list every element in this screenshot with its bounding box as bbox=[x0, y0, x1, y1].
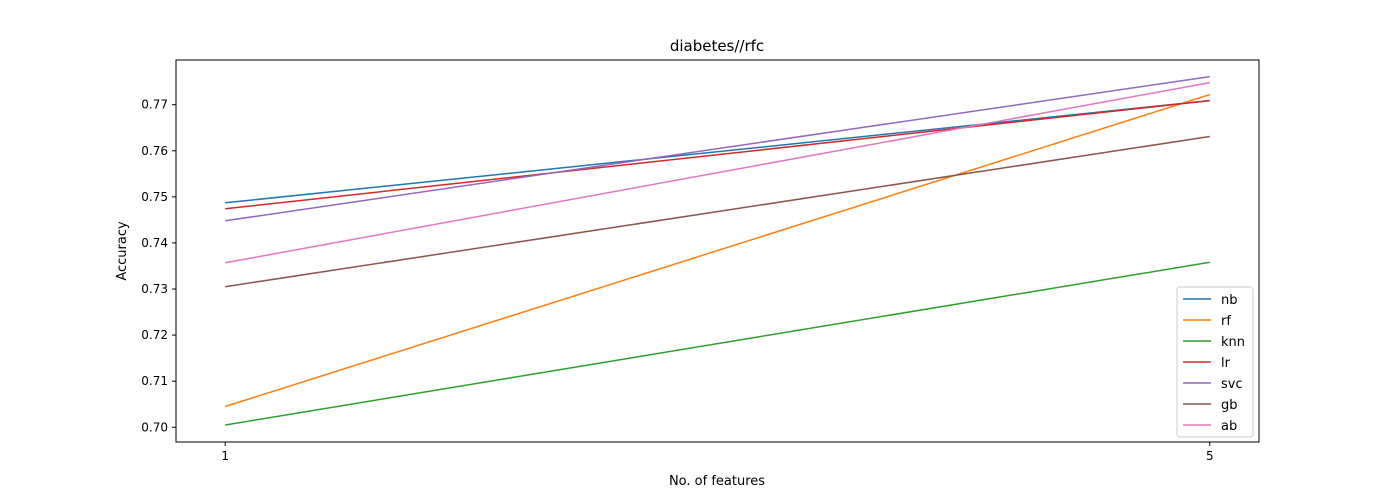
legend-label-gb: gb bbox=[1221, 398, 1238, 413]
y-tick-label: 0.70 bbox=[141, 420, 168, 434]
legend-label-knn: knn bbox=[1221, 335, 1245, 350]
y-tick-label: 0.73 bbox=[141, 282, 168, 296]
series-line-svc bbox=[225, 75, 1210, 222]
legend-label-lr: lr bbox=[1221, 356, 1231, 371]
plot-lines bbox=[224, 75, 1211, 426]
series-line-lr bbox=[225, 99, 1210, 210]
series-line-nb bbox=[225, 99, 1210, 204]
x-axis-label: No. of features bbox=[669, 474, 765, 489]
legend-label-rf: rf bbox=[1221, 314, 1231, 329]
y-tick-label: 0.71 bbox=[141, 374, 168, 388]
y-tick-label: 0.74 bbox=[141, 236, 168, 250]
y-axis-label: Accuracy bbox=[115, 221, 130, 281]
y-tick-label: 0.75 bbox=[141, 190, 168, 204]
legend-label-svc: svc bbox=[1221, 377, 1243, 392]
plot-frame bbox=[175, 59, 1260, 443]
series-line-rf bbox=[224, 93, 1211, 408]
series-line-gb bbox=[225, 135, 1210, 288]
series-line-knn bbox=[225, 261, 1210, 426]
legend-label-nb: nb bbox=[1221, 293, 1238, 308]
x-tick-label: 5 bbox=[1206, 449, 1214, 463]
legend-box bbox=[1176, 286, 1254, 438]
chart-title: diabetes//rfc bbox=[670, 37, 764, 55]
y-tick-label: 0.72 bbox=[141, 328, 168, 342]
y-tick-label: 0.77 bbox=[141, 98, 168, 112]
legend-label-ab: ab bbox=[1221, 419, 1237, 434]
y-tick-label: 0.76 bbox=[141, 144, 168, 158]
y-axis: 0.70 0.71 0.72 0.73 0.74 0.75 0.76 0.77 bbox=[141, 98, 176, 434]
series-line-ab bbox=[225, 81, 1210, 264]
legend: nb rf knn lr svc gb ab bbox=[1176, 286, 1254, 438]
x-tick-label: 1 bbox=[221, 449, 229, 463]
